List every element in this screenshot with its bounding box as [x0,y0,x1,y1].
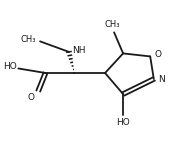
Text: NH: NH [73,46,86,55]
Text: N: N [158,74,165,83]
Text: HO: HO [116,118,130,127]
Text: O: O [28,93,35,102]
Text: O: O [155,50,162,59]
Text: CH₃: CH₃ [105,20,120,29]
Text: CH₃: CH₃ [21,35,36,44]
Text: HO: HO [3,62,17,71]
